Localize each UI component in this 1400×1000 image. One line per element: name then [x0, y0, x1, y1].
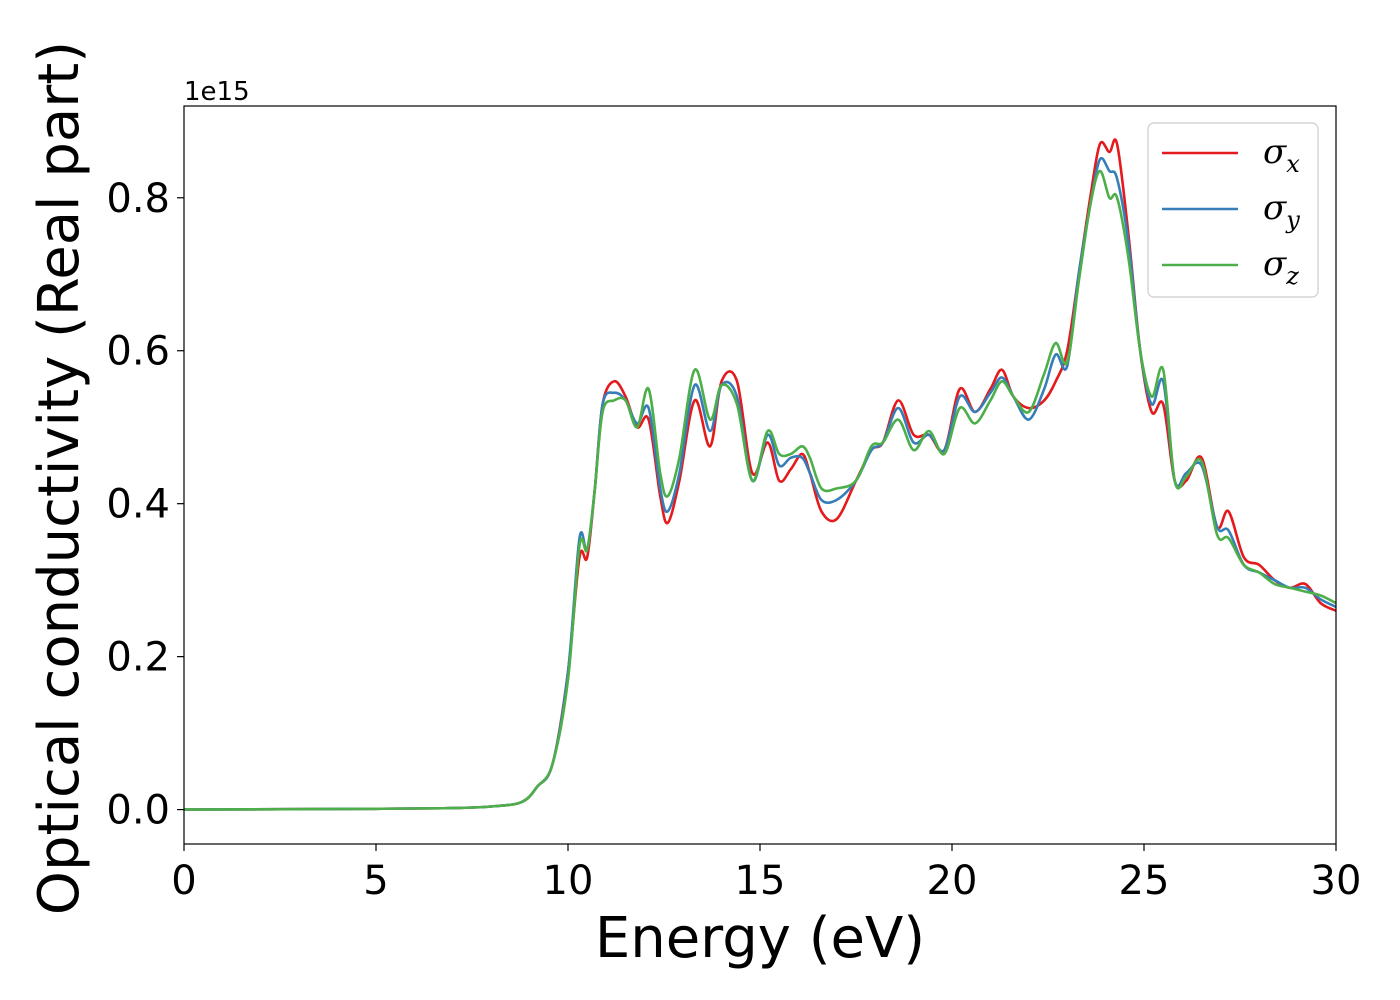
x-axis-title: Energy (eV): [595, 906, 925, 971]
series-line-z: [183, 169, 1337, 811]
series-lines: [183, 138, 1337, 811]
y-tick-label: 0.0: [106, 788, 170, 834]
x-tick-label: 30: [1311, 858, 1362, 904]
legend-label-y: σy: [1263, 188, 1300, 234]
x-tick-label: 0: [171, 858, 196, 904]
plot-area: [184, 106, 1336, 844]
legend-symbol: σ: [1263, 188, 1287, 228]
x-tick-label: 10: [543, 858, 594, 904]
y-tick-label: 0.6: [106, 329, 170, 375]
legend-symbol: σ: [1263, 244, 1287, 284]
x-tick-label: 5: [363, 858, 388, 904]
x-axis: 0 5 10 15 20 25 30: [171, 844, 1361, 904]
legend-subscript: z: [1285, 262, 1299, 290]
y-offset-label: 1e15: [184, 77, 250, 107]
y-axis-title: Optical conductivity (Real part): [27, 41, 92, 915]
y-axis: 0.0 0.2 0.4 0.6 0.8: [106, 176, 184, 834]
y-tick-label: 0.4: [106, 482, 170, 528]
y-tick-label: 0.8: [106, 176, 170, 222]
legend-symbol: σ: [1263, 132, 1287, 172]
y-tick-label: 0.2: [106, 635, 170, 681]
legend-subscript: y: [1285, 206, 1300, 234]
legend-subscript: x: [1286, 150, 1300, 178]
x-tick-label: 15: [735, 858, 786, 904]
legend-label-x: σx: [1263, 132, 1300, 178]
legend-label-z: σz: [1263, 244, 1299, 290]
x-tick-label: 25: [1119, 858, 1170, 904]
x-tick-label: 20: [927, 858, 978, 904]
